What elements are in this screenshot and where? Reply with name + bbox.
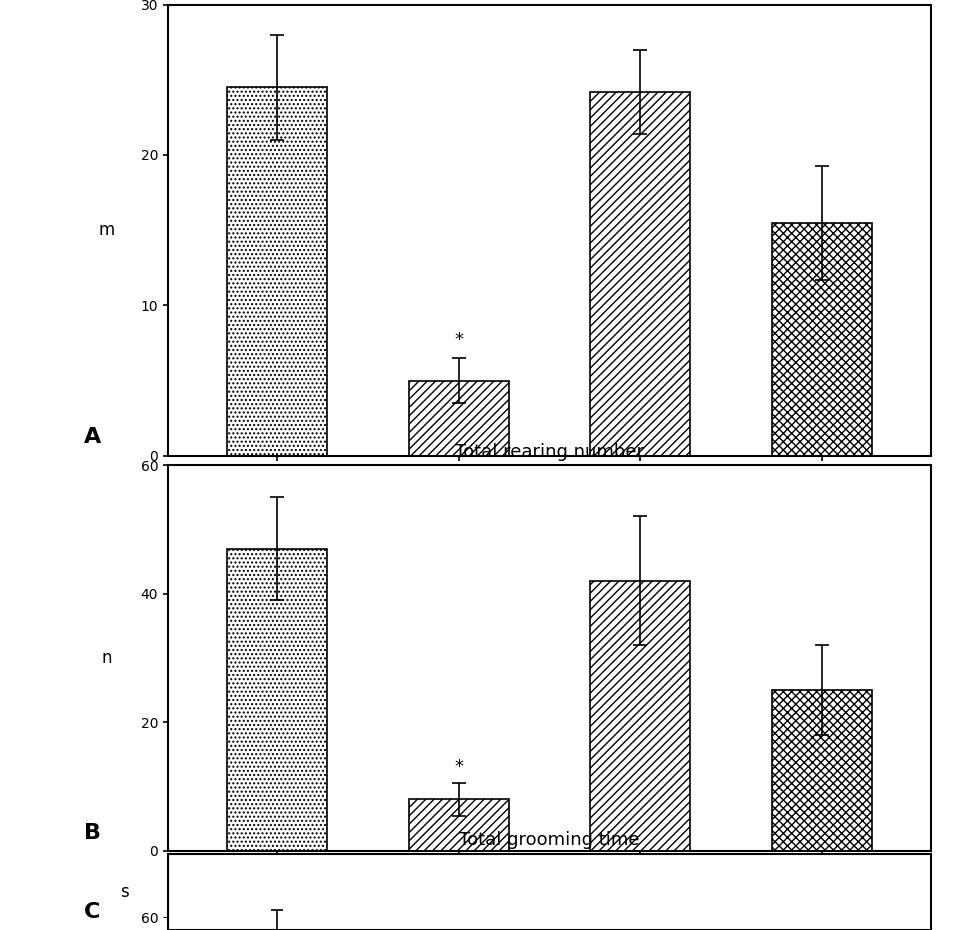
Bar (409, 800, 509, 851)
Bar (772, 222, 872, 456)
Bar (772, 690, 872, 851)
Bar (590, 580, 690, 851)
Y-axis label: s: s (120, 883, 129, 901)
Bar (228, 549, 327, 851)
Bar (409, 380, 509, 456)
Y-axis label: m: m (99, 221, 115, 239)
Title: Total grooming time: Total grooming time (459, 831, 640, 849)
Title: Total rearing number: Total rearing number (455, 443, 644, 460)
Text: C: C (84, 902, 101, 923)
Text: *: * (454, 758, 464, 776)
Bar (590, 92, 690, 456)
Text: B: B (84, 823, 101, 844)
Text: *: * (454, 331, 464, 349)
Bar (228, 87, 327, 456)
Y-axis label: n: n (102, 649, 112, 667)
Text: A: A (84, 427, 102, 446)
